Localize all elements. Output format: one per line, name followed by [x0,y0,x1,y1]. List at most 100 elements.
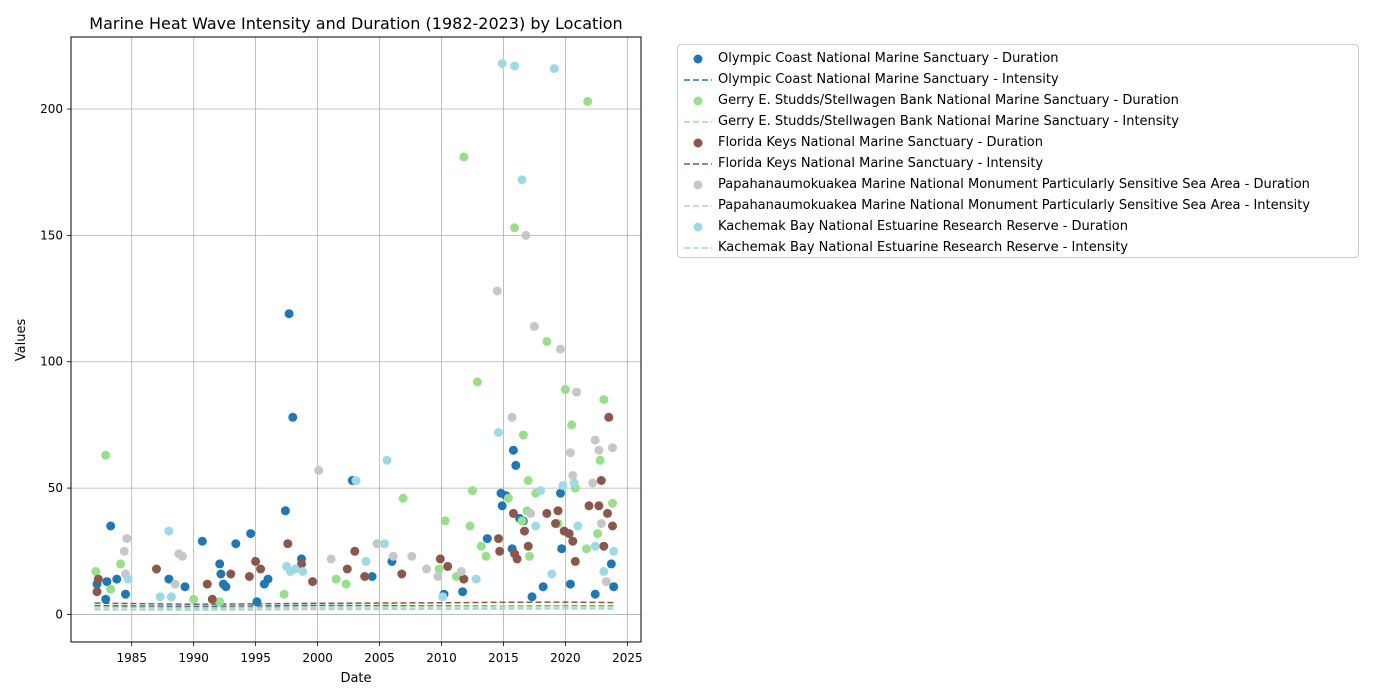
duration-data-point [207,594,217,604]
duration-data-point [121,589,130,599]
legend-label: Olympic Coast National Marine Sanctuary … [718,72,1059,87]
legend-label: Gerry E. Studds/Stellwagen Bank National… [718,114,1179,129]
y-axis-ticks: 0 50 100 150 200 [40,102,71,621]
duration-data-point [458,587,468,597]
legend-marker-dot [693,138,703,147]
duration-data-point [101,450,111,460]
intensity-series-line [94,607,616,611]
chart-canvas: Marine Heat Wave Intensity and Duration … [14,14,643,686]
duration-data-point [549,64,559,74]
legend-entry: Gerry E. Studds/Stellwagen Bank National… [678,90,1358,111]
duration-data-point [567,420,577,430]
duration-data-point [476,541,486,551]
duration-data-point [494,428,503,437]
duration-data-point [170,579,180,589]
duration-data-point [189,594,199,604]
legend-dot [693,222,703,231]
duration-data-point [565,579,575,589]
duration-data-point [372,539,382,549]
duration-data-point [314,465,324,475]
duration-data-point [520,526,529,536]
legend-entry: Florida Keys National Marine Sanctuary -… [678,132,1358,153]
duration-data-point [547,569,557,579]
duration-data-point [388,551,398,561]
duration-data-point [497,59,507,68]
duration-data-point [155,592,165,602]
legend-dot [693,54,703,63]
duration-data-point [106,521,116,531]
intensity-lines [94,601,616,611]
duration-data-point [606,559,616,569]
duration-data-point [523,541,533,551]
duration-data-point [508,445,518,455]
duration-data-point [599,395,609,405]
duration-data-point [542,508,552,518]
legend-entry: Olympic Coast National Marine Sanctuary … [678,69,1358,90]
duration-data-point [361,556,371,566]
duration-data-point [215,597,225,607]
duration-data-point [596,476,606,485]
x-tick-label: 2015 [488,651,519,665]
duration-data-point [263,574,273,584]
duration-data-point [472,377,482,387]
y-axis-label: Values [14,319,29,362]
duration-data-point [590,435,600,445]
duration-data-point [164,574,174,584]
duration-data-point [459,574,469,584]
duration-data-point [608,498,617,508]
duration-data-point [601,577,611,587]
duration-data-point [471,574,481,584]
duration-data-point [231,539,241,549]
duration-data-point [440,516,450,526]
duration-data-point [518,430,528,440]
duration-data-point [536,486,546,496]
legend-label: Florida Keys National Marine Sanctuary -… [718,156,1044,171]
duration-data-point [590,589,600,599]
duration-data-point [459,152,469,162]
duration-data-point [521,230,531,240]
duration-data-point [101,594,111,604]
duration-data-point [166,592,176,602]
duration-data-point [106,584,116,594]
legend-entry: Kachemak Bay National Estuarine Research… [678,216,1358,237]
legend-marker-dash [684,78,712,81]
duration-data-point [102,577,112,587]
duration-data-point [435,554,445,564]
duration-points [91,59,619,607]
duration-data-point [283,539,293,549]
duration-data-point [438,592,448,602]
x-tick-label: 1995 [240,651,271,665]
duration-data-point [590,541,600,551]
duration-data-point [525,551,534,561]
duration-data-point [599,567,609,576]
duration-data-point [152,564,161,574]
legend-marker-dash [684,162,712,165]
axes-frame [70,36,642,643]
x-tick-label: 2020 [550,651,581,665]
duration-data-point [290,564,300,574]
x-tick-label: 2010 [426,651,457,665]
x-tick-label: 1990 [178,651,209,665]
duration-data-point [542,337,552,346]
legend-entry: Kachemak Bay National Estuarine Research… [678,237,1358,258]
legend-entry: Olympic Coast National Marine Sanctuary … [678,48,1358,69]
duration-data-point [523,476,533,485]
duration-data-point [351,476,361,485]
duration-data-point [279,589,289,599]
legend-marker-dot [693,96,703,105]
duration-data-point [433,572,443,581]
duration-data-point [604,412,614,422]
duration-data-point [556,344,565,354]
duration-data-point [246,529,256,539]
duration-data-point [584,501,594,511]
duration-data-point [594,445,604,455]
legend-marker-dot [693,180,703,189]
duration-data-point [510,61,520,71]
x-tick-label: 2000 [302,651,333,665]
duration-data-point [495,546,505,556]
duration-data-point [221,582,231,592]
duration-data-point [503,493,513,503]
duration-data-point [529,321,539,331]
legend-marker-dot [693,222,703,231]
duration-data-point [557,544,567,554]
